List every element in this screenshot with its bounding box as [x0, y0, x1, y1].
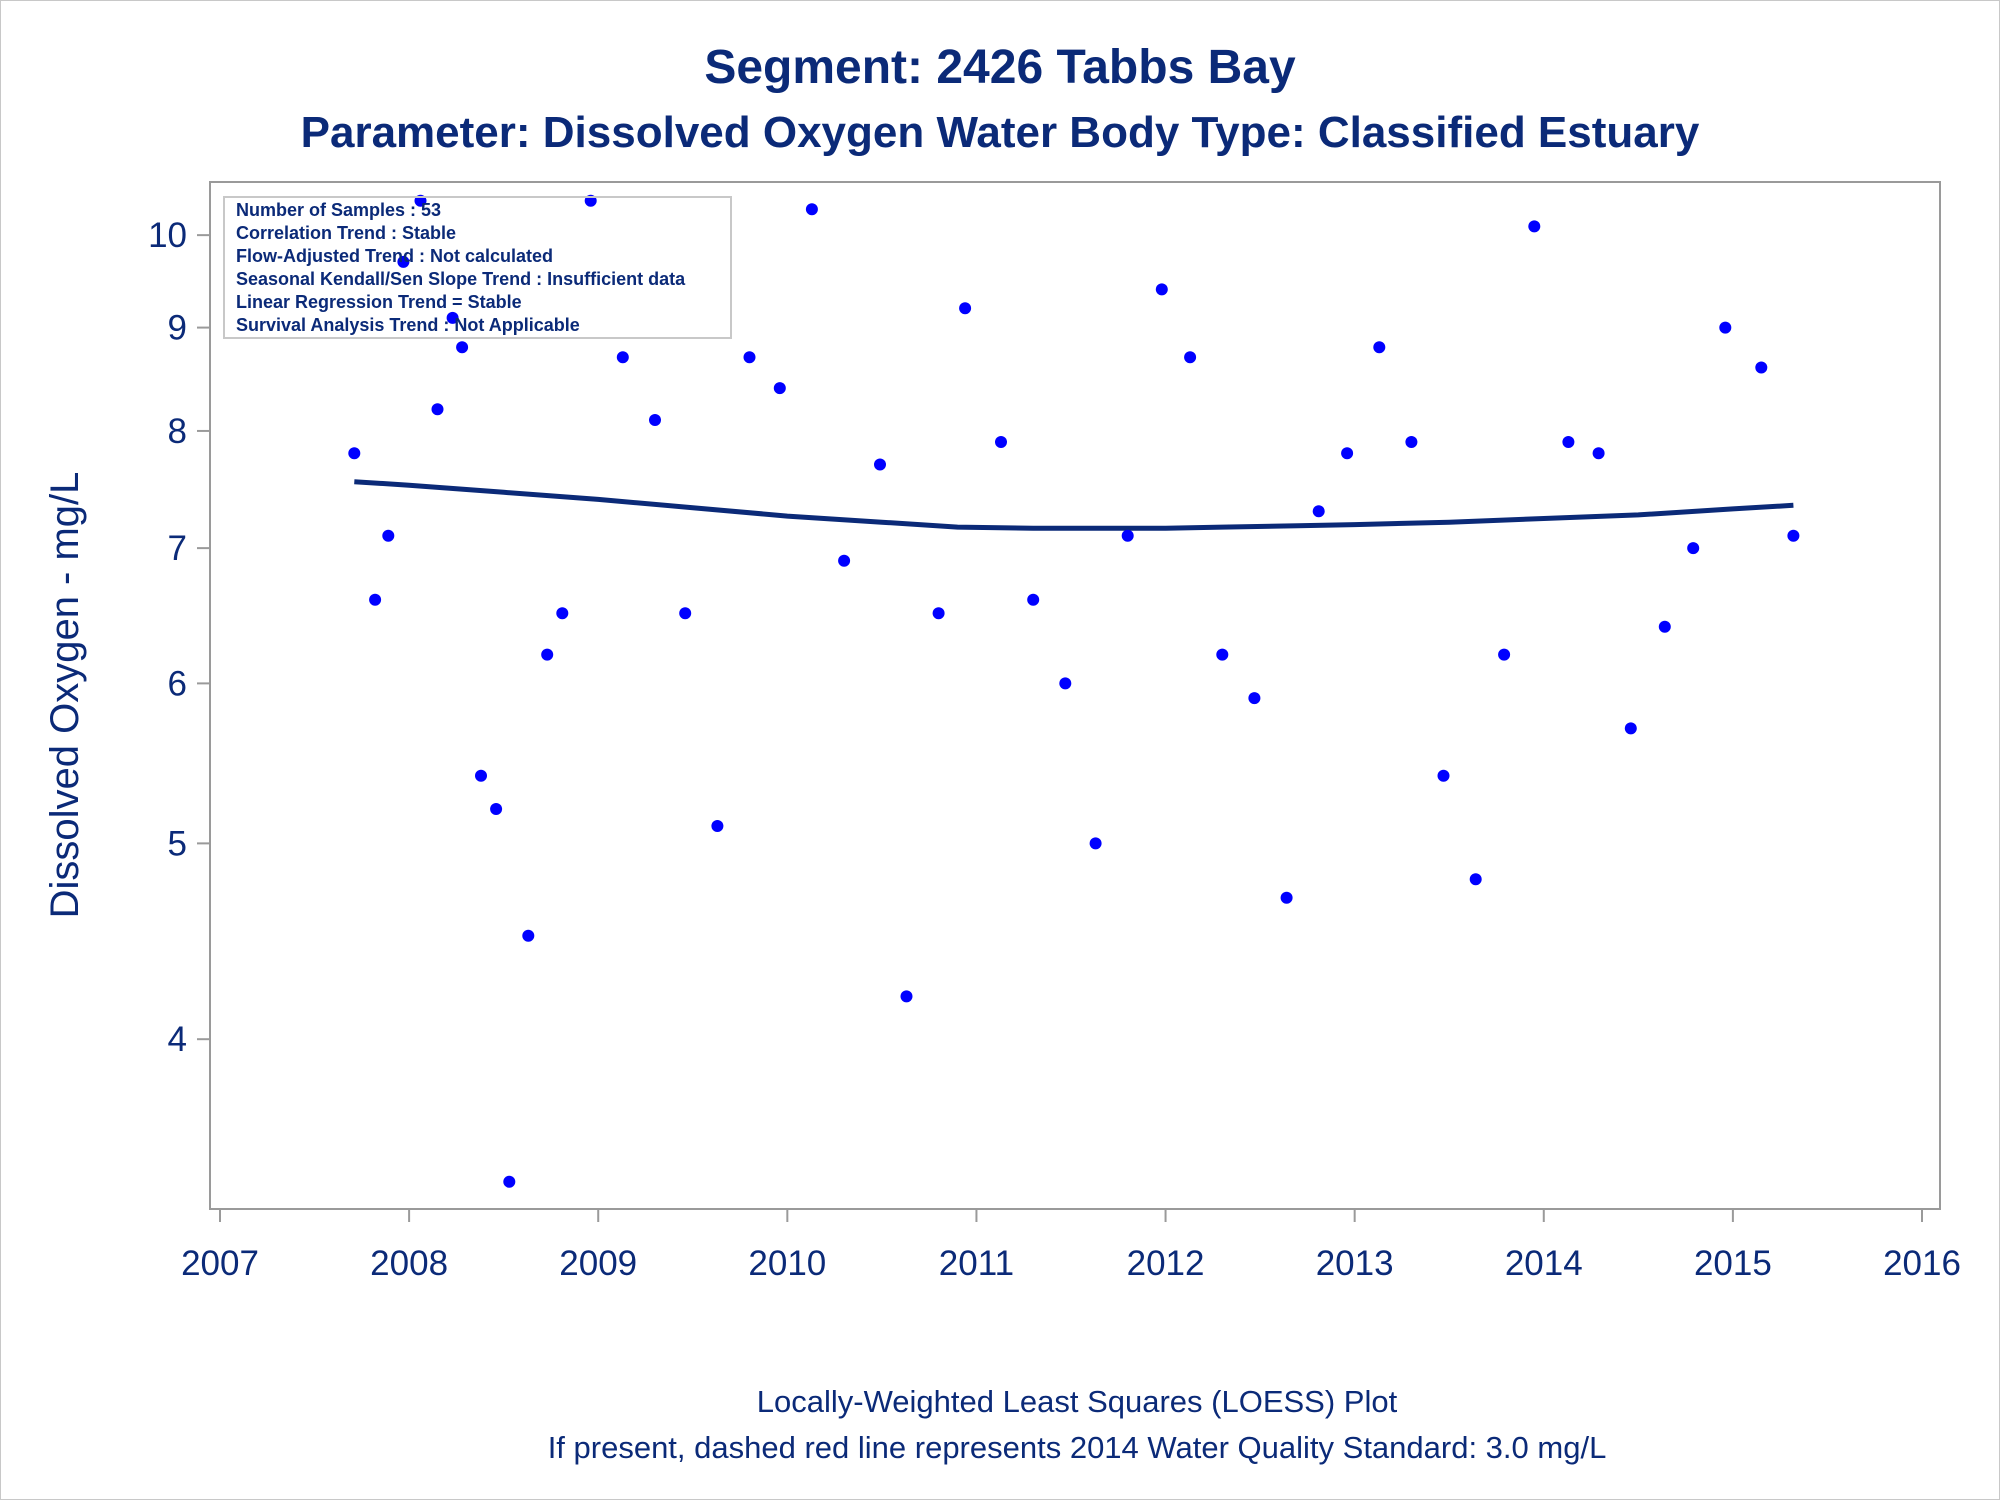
footnote-loess: Locally-Weighted Least Squares (LOESS) P…: [757, 1384, 1398, 1419]
x-tick-label: 2010: [748, 1244, 826, 1283]
stat-line-survival-analysis: Survival Analysis Trend : Not Applicable: [236, 315, 580, 335]
plot-area: [209, 181, 1941, 1210]
data-point: [616, 351, 629, 364]
data-point: [490, 803, 503, 815]
data-point: [1121, 529, 1134, 542]
data-point: [1155, 283, 1168, 296]
data-point: [649, 414, 661, 426]
x-tick-label: 2011: [939, 1244, 1014, 1283]
data-point: [1469, 873, 1482, 886]
y-tick-label: 5: [168, 824, 187, 863]
data-point: [1592, 447, 1605, 460]
x-tick-label: 2015: [1694, 1244, 1772, 1283]
data-point: [382, 529, 395, 542]
x-tick-label: 2014: [1505, 1244, 1583, 1283]
data-point: [773, 382, 786, 395]
data-point: [1719, 321, 1732, 334]
data-point: [1658, 620, 1671, 633]
data-point: [1498, 648, 1511, 661]
data-point: [397, 255, 410, 268]
loess-trend-line: [354, 479, 1794, 531]
stats-box: Number of Samples : 53 Correlation Trend…: [223, 196, 732, 339]
stat-line-flow-adjusted: Flow-Adjusted Trend : Not calculated: [236, 246, 553, 266]
data-point: [995, 436, 1007, 448]
chart-subtitle: Parameter: Dissolved Oxygen Water Body T…: [301, 108, 1700, 157]
data-point: [1280, 891, 1293, 904]
y-axis: 4 5 6 7 8 9 10: [148, 216, 210, 1059]
stat-line-linear-regression: Linear Regression Trend = Stable: [236, 292, 522, 312]
data-point: [556, 607, 569, 620]
data-point: [743, 351, 756, 364]
data-point: [456, 341, 469, 354]
x-tick-label: 2009: [559, 1244, 637, 1283]
data-point: [959, 302, 972, 315]
data-point: [1248, 692, 1261, 705]
data-point: [348, 447, 361, 460]
y-tick-label: 6: [168, 664, 187, 703]
data-point: [1341, 447, 1354, 460]
data-point: [1373, 341, 1386, 354]
data-point: [369, 593, 382, 606]
data-point: [1312, 505, 1325, 518]
data-point: [932, 607, 945, 620]
y-tick-label: 10: [148, 216, 187, 255]
y-axis-label: Dissolved Oxygen - mg/L: [43, 472, 87, 919]
stats-box-frame: [223, 196, 732, 339]
data-points: [348, 194, 1800, 1188]
x-tick-label: 2016: [1883, 1244, 1961, 1283]
chart-title: Segment: 2426 Tabbs Bay: [704, 41, 1296, 94]
x-tick-label: 2007: [181, 1244, 259, 1283]
data-point: [1059, 677, 1072, 690]
data-point: [1027, 593, 1040, 606]
data-point: [900, 990, 913, 1003]
data-point: [541, 648, 554, 661]
data-point: [805, 203, 818, 216]
data-point: [503, 1175, 516, 1188]
data-point: [679, 607, 692, 620]
y-tick-label: 9: [168, 309, 187, 348]
data-point: [1089, 837, 1102, 850]
data-point: [522, 929, 535, 942]
data-point: [1184, 351, 1197, 364]
stat-line-seasonal-kendall: Seasonal Kendall/Sen Slope Trend : Insuf…: [236, 269, 686, 289]
footnote-water-quality-standard: If present, dashed red line represents 2…: [548, 1430, 1607, 1465]
stat-line-samples: Number of Samples : 53: [236, 200, 441, 220]
data-point: [446, 311, 459, 324]
data-point: [874, 458, 886, 471]
data-point: [1624, 722, 1637, 735]
data-point: [1562, 436, 1575, 448]
x-axis: 2007 2008 2009 2010 2011 2012 2013 2014 2015 2016: [181, 1209, 1961, 1283]
data-point: [1687, 542, 1700, 555]
data-point: [431, 403, 444, 416]
data-point: [711, 820, 724, 832]
x-tick-label: 2008: [370, 1244, 448, 1283]
stat-line-correlation: Correlation Trend : Stable: [236, 223, 456, 243]
data-point: [1437, 769, 1450, 782]
y-tick-label: 7: [168, 529, 187, 568]
x-tick-label: 2013: [1316, 1244, 1394, 1283]
data-point: [1787, 529, 1800, 542]
y-tick-label: 8: [168, 412, 187, 451]
data-point: [1528, 220, 1541, 233]
y-tick-label: 4: [168, 1020, 187, 1059]
data-point: [1216, 648, 1229, 661]
data-point: [1405, 436, 1418, 448]
data-point: [838, 554, 851, 567]
data-point: [475, 769, 487, 782]
data-point: [1755, 361, 1768, 374]
x-tick-label: 2012: [1127, 1244, 1205, 1283]
